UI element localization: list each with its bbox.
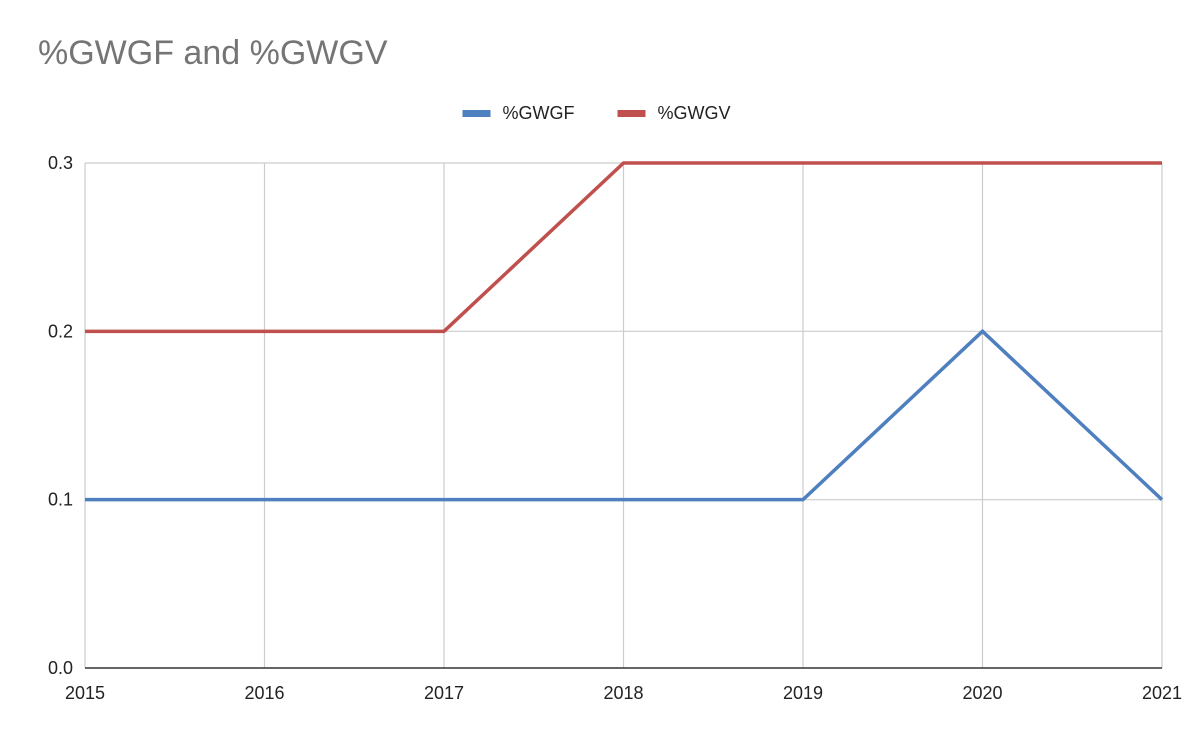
legend-label: %GWGV — [658, 103, 731, 123]
x-tick-label: 2018 — [603, 683, 643, 703]
legend-swatch — [462, 110, 491, 117]
x-tick-label: 2017 — [424, 683, 464, 703]
legend-swatch — [617, 110, 646, 117]
x-tick-label: 2019 — [783, 683, 823, 703]
y-tick-label: 0.1 — [48, 490, 73, 510]
x-tick-label: 2015 — [65, 683, 105, 703]
x-tick-label: 2020 — [962, 683, 1002, 703]
x-tick-label: 2021 — [1142, 683, 1182, 703]
series-line-1 — [85, 328, 1164, 502]
y-tick-label: 0.0 — [48, 658, 73, 678]
chart-title: %GWGF and %GWGV — [38, 34, 388, 72]
y-tick-label: 0.3 — [48, 153, 73, 173]
x-tick-label: 2016 — [244, 683, 284, 703]
legend-label: %GWGF — [503, 103, 575, 123]
series-line-2 — [85, 161, 1162, 334]
y-tick-label: 0.2 — [48, 321, 73, 341]
